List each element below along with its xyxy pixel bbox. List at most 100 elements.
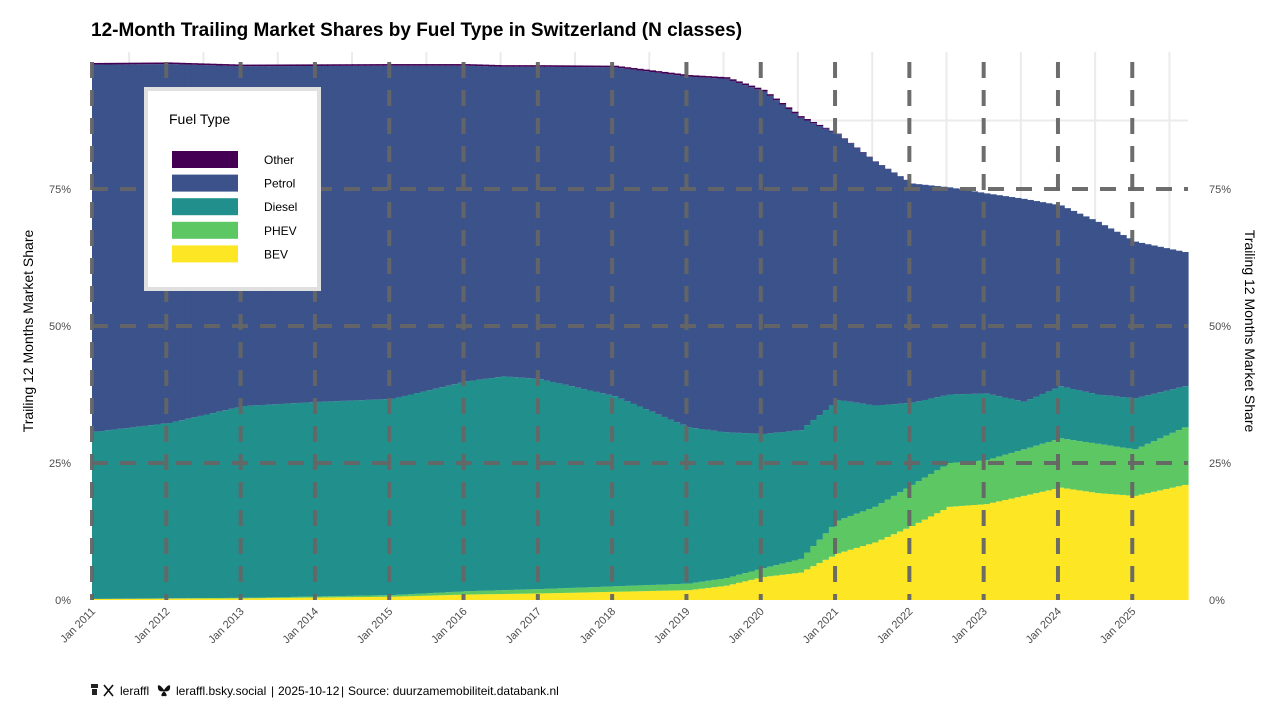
bar-phev bbox=[544, 588, 551, 594]
bar-phev bbox=[1132, 449, 1140, 496]
caption-bluesky: leraffl.bsky.social bbox=[176, 684, 266, 698]
bar-diesel bbox=[358, 400, 366, 596]
bar-diesel bbox=[890, 404, 898, 496]
bar-diesel bbox=[921, 399, 929, 478]
bar-other bbox=[550, 65, 557, 67]
bar-other bbox=[451, 64, 458, 66]
bar-petrol bbox=[965, 190, 972, 394]
bar-diesel bbox=[1132, 398, 1140, 450]
bar-bev bbox=[971, 505, 979, 600]
bar-phev bbox=[866, 509, 873, 545]
bar-other bbox=[711, 76, 718, 79]
bar-diesel bbox=[1163, 390, 1171, 436]
bar-petrol bbox=[705, 77, 712, 430]
bar-bev bbox=[544, 593, 551, 600]
bar-bev bbox=[166, 598, 174, 600]
bar-petrol bbox=[457, 65, 465, 383]
bar-petrol bbox=[1002, 196, 1010, 398]
bar-bev bbox=[333, 597, 341, 600]
bar-diesel bbox=[692, 428, 700, 583]
bar-diesel bbox=[859, 403, 867, 512]
bar-phev bbox=[909, 484, 917, 527]
bar-bev bbox=[903, 528, 910, 600]
bar-other bbox=[605, 65, 613, 68]
bar-phev bbox=[1033, 445, 1040, 494]
bar-phev bbox=[773, 565, 780, 576]
bar-petrol bbox=[451, 65, 458, 385]
bar-bev bbox=[345, 597, 353, 600]
bar-other bbox=[389, 64, 397, 66]
bar-phev bbox=[605, 586, 613, 592]
bar-bev bbox=[191, 598, 198, 600]
bar-other bbox=[581, 65, 588, 68]
bar-petrol bbox=[810, 123, 818, 421]
bar-diesel bbox=[581, 389, 588, 588]
bar-diesel bbox=[636, 406, 644, 586]
bar-petrol bbox=[1113, 231, 1121, 397]
bar-phev bbox=[271, 597, 279, 599]
bar-bev bbox=[147, 598, 155, 600]
bar-phev bbox=[847, 515, 855, 550]
bar-bev bbox=[1057, 487, 1065, 600]
x-tick-label: Jan 2015 bbox=[355, 606, 395, 646]
bar-phev bbox=[859, 511, 867, 547]
bar-phev bbox=[748, 571, 756, 580]
bar-diesel bbox=[1002, 397, 1010, 455]
bar-diesel bbox=[866, 404, 873, 510]
bar-diesel bbox=[835, 399, 842, 521]
bar-bev bbox=[965, 505, 972, 600]
bar-other bbox=[754, 87, 762, 90]
bar-petrol bbox=[1008, 197, 1016, 399]
bar-phev bbox=[364, 595, 372, 597]
bar-diesel bbox=[550, 381, 557, 589]
bar-petrol bbox=[996, 195, 1003, 397]
bar-phev bbox=[717, 578, 725, 587]
bar-phev bbox=[302, 596, 310, 598]
bar-petrol bbox=[896, 176, 904, 404]
bar-petrol bbox=[488, 66, 496, 379]
bar-bev bbox=[605, 591, 613, 600]
bar-petrol bbox=[407, 65, 415, 395]
bar-petrol bbox=[680, 75, 688, 425]
bar-phev bbox=[674, 584, 681, 591]
bar-other bbox=[785, 107, 793, 109]
bar-bev bbox=[519, 593, 527, 600]
bar-phev bbox=[996, 456, 1003, 502]
bar-petrol bbox=[773, 100, 780, 433]
bar-petrol bbox=[104, 64, 112, 431]
bar-phev bbox=[475, 590, 483, 595]
bar-phev bbox=[488, 590, 496, 595]
bar-other bbox=[513, 65, 520, 67]
bar-petrol bbox=[729, 80, 737, 433]
bar-petrol bbox=[122, 64, 130, 429]
bar-petrol bbox=[1045, 203, 1053, 392]
cup-icon-body bbox=[92, 689, 97, 695]
bar-bev bbox=[413, 595, 421, 600]
bar-phev bbox=[1008, 452, 1016, 499]
bar-diesel bbox=[896, 403, 904, 493]
bar-phev bbox=[1107, 445, 1115, 495]
bar-diesel bbox=[104, 430, 112, 599]
bar-diesel bbox=[649, 411, 657, 585]
bar-bev bbox=[816, 563, 824, 600]
bar-phev bbox=[519, 589, 527, 594]
bar-other bbox=[203, 63, 211, 66]
bar-other bbox=[692, 75, 700, 78]
bar-diesel bbox=[519, 377, 527, 590]
bar-phev bbox=[599, 586, 607, 593]
bar-bev bbox=[240, 598, 248, 600]
bar-phev bbox=[376, 595, 384, 597]
y-tick-label-right: 50% bbox=[1209, 321, 1231, 333]
bar-bev bbox=[389, 596, 397, 600]
bar-petrol bbox=[432, 65, 440, 389]
bar-petrol bbox=[463, 65, 471, 382]
bar-bev bbox=[723, 585, 731, 600]
bar-petrol bbox=[828, 131, 836, 405]
bar-phev bbox=[952, 462, 960, 507]
bar-phev bbox=[785, 562, 793, 575]
bar-diesel bbox=[383, 399, 390, 596]
bar-phev bbox=[327, 596, 335, 598]
bar-petrol bbox=[612, 67, 619, 397]
bar-bev bbox=[915, 522, 923, 600]
bar-other bbox=[122, 62, 130, 65]
